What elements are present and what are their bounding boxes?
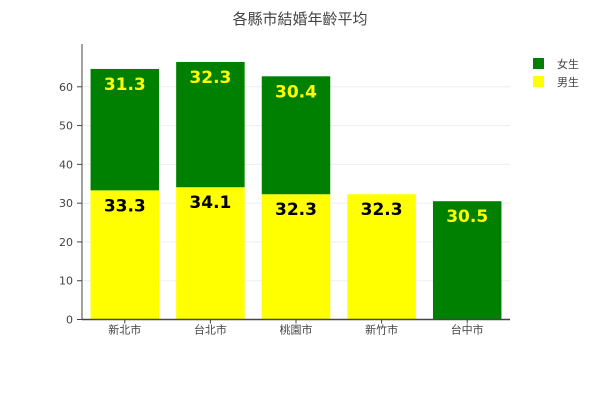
x-tick-label: 新竹市 bbox=[365, 323, 398, 337]
y-tick-label: 60 bbox=[59, 81, 73, 94]
legend-label[interactable]: 女生 bbox=[557, 57, 579, 71]
bar-value-label: 32.3 bbox=[275, 200, 317, 220]
bars bbox=[90, 61, 502, 320]
x-tick-label: 桃園市 bbox=[280, 323, 313, 337]
y-tick-label: 0 bbox=[66, 314, 73, 327]
bar-value-label: 32.3 bbox=[361, 200, 403, 220]
bar-value-label: 30.4 bbox=[275, 82, 317, 102]
bar-segment[interactable] bbox=[261, 76, 331, 195]
y-tick-label: 20 bbox=[59, 236, 73, 249]
bar-value-label: 30.5 bbox=[446, 207, 488, 227]
bar-segment[interactable] bbox=[261, 194, 331, 320]
legend-swatch[interactable] bbox=[533, 58, 544, 69]
legend-swatch[interactable] bbox=[533, 76, 544, 87]
legend-label[interactable]: 男生 bbox=[557, 75, 579, 89]
chart-title: 各縣市結婚年齡平均 bbox=[232, 10, 367, 28]
bar-value-label: 34.1 bbox=[189, 193, 231, 213]
bar-value-label: 31.3 bbox=[104, 75, 146, 95]
bar-value-label: 32.3 bbox=[189, 68, 231, 88]
bar-segment[interactable] bbox=[347, 194, 416, 320]
bar-segment[interactable] bbox=[432, 201, 502, 320]
y-tick-label: 50 bbox=[59, 120, 73, 133]
bar-segment[interactable] bbox=[90, 68, 160, 191]
y-tick-label: 40 bbox=[59, 158, 73, 171]
x-tick-label: 新北市 bbox=[108, 323, 141, 337]
x-tick-label: 台中市 bbox=[451, 323, 484, 337]
bar-segment[interactable] bbox=[90, 190, 160, 320]
data-labels: 33.3 34.1 32.3 32.3 31.3 32.3 30.4 30.5 bbox=[104, 68, 488, 227]
axes: 0 10 20 30 40 50 60 新北市 台北市 桃園市 新竹市 台中市 bbox=[59, 44, 510, 337]
bar-value-label: 33.3 bbox=[104, 196, 146, 216]
x-tick-label: 台北市 bbox=[194, 323, 227, 337]
bar-segment[interactable] bbox=[176, 187, 245, 320]
bar-segment[interactable] bbox=[176, 61, 245, 188]
y-tick-label: 10 bbox=[59, 275, 73, 288]
y-tick-label: 30 bbox=[59, 197, 73, 210]
